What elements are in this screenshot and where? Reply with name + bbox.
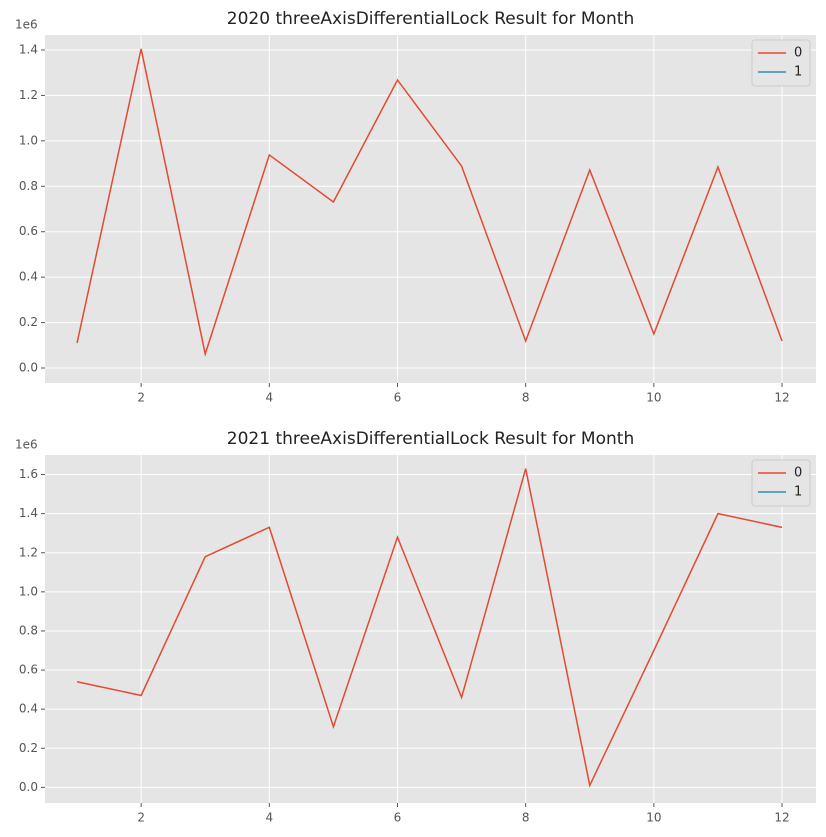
chart-title: 2020 threeAxisDifferentialLock Result fo… [227, 9, 634, 29]
legend-box [751, 459, 811, 507]
y-tick-label: 1.4 [19, 506, 38, 520]
legend-label: 0 [794, 46, 802, 61]
y-offset-label: 1e6 [15, 438, 38, 452]
x-tick-label: 10 [646, 811, 661, 825]
series-line [76, 468, 783, 788]
y-tick-label: 0.0 [19, 361, 38, 375]
legend-label: 1 [794, 65, 802, 80]
plot-area [45, 35, 816, 383]
y-tick-label: 1.4 [19, 42, 38, 56]
y-tick-label: 1.2 [19, 545, 38, 559]
y-tick-label: 0.2 [19, 315, 38, 329]
x-tick-label: 8 [522, 811, 530, 825]
series-line [76, 48, 783, 357]
x-tick-label: 4 [265, 391, 273, 405]
y-tick-label: 1.0 [19, 133, 38, 147]
x-tick-label: 4 [265, 811, 273, 825]
legend-label: 1 [794, 485, 802, 500]
x-tick-label: 8 [522, 391, 530, 405]
y-tick-label: 1.6 [19, 467, 38, 481]
y-tick-label: 0.0 [19, 780, 38, 794]
plot-area [45, 455, 816, 803]
x-tick-label: 12 [774, 811, 789, 825]
y-tick-label: 0.8 [19, 623, 38, 637]
y-tick-label: 0.8 [19, 179, 38, 193]
x-tick-label: 12 [774, 391, 789, 405]
x-tick-label: 10 [646, 391, 661, 405]
x-tick-label: 2 [137, 811, 145, 825]
y-tick-label: 1.2 [19, 88, 38, 102]
chart-title: 2021 threeAxisDifferentialLock Result fo… [227, 429, 634, 449]
y-tick-label: 0.4 [19, 702, 38, 716]
x-tick-label: 6 [394, 811, 402, 825]
y-tick-label: 0.2 [19, 741, 38, 755]
y-offset-label: 1e6 [15, 18, 38, 32]
y-tick-label: 1.0 [19, 584, 38, 598]
legend-label: 0 [794, 466, 802, 481]
x-tick-label: 6 [394, 391, 402, 405]
y-tick-label: 0.4 [19, 270, 38, 284]
legend-box [751, 39, 811, 87]
y-tick-label: 0.6 [19, 224, 38, 238]
y-tick-label: 0.6 [19, 663, 38, 677]
x-tick-label: 2 [137, 391, 145, 405]
